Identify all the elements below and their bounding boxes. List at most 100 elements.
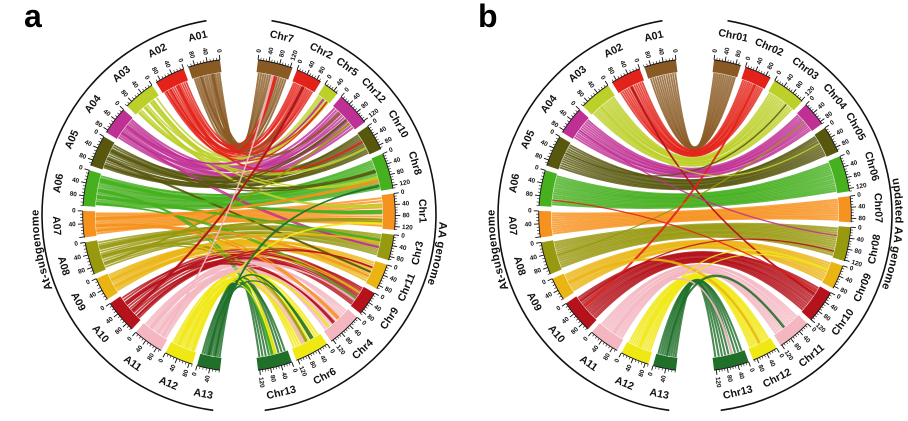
tick bbox=[122, 323, 127, 328]
tick bbox=[161, 76, 164, 79]
tick bbox=[786, 341, 789, 345]
ribbon bbox=[619, 87, 764, 158]
segment-edge-Chr07 bbox=[849, 196, 852, 223]
tick bbox=[844, 259, 850, 262]
tick-label: 40 bbox=[372, 304, 382, 314]
tick-label: 80 bbox=[858, 215, 866, 222]
tick bbox=[765, 71, 769, 76]
tick bbox=[844, 168, 848, 170]
tick bbox=[383, 155, 387, 157]
tick bbox=[345, 98, 348, 101]
tick-label: 0 bbox=[530, 240, 535, 248]
segment-A13 bbox=[197, 353, 222, 370]
tick bbox=[625, 69, 629, 74]
segment-Chr5 bbox=[318, 84, 338, 104]
tick bbox=[179, 67, 181, 70]
tick bbox=[134, 94, 137, 98]
ribbon bbox=[575, 127, 810, 178]
tick-label: 0 bbox=[72, 207, 76, 214]
tick bbox=[748, 361, 751, 367]
tick bbox=[732, 60, 735, 64]
tick bbox=[820, 118, 825, 122]
tick-label: 40 bbox=[307, 60, 317, 70]
tick bbox=[296, 65, 300, 70]
tick bbox=[191, 364, 193, 367]
tick-label: 0 bbox=[829, 119, 836, 127]
tick bbox=[356, 108, 361, 113]
tick bbox=[847, 251, 850, 253]
tick-label: 40 bbox=[378, 125, 388, 135]
tick-label: 40 bbox=[858, 203, 866, 210]
tick-label: 40 bbox=[68, 221, 76, 228]
tick-label: 80 bbox=[525, 191, 533, 199]
segment-A03 bbox=[583, 85, 615, 115]
tick bbox=[361, 311, 367, 315]
tick bbox=[768, 74, 770, 77]
tick-label: 80 bbox=[575, 89, 585, 99]
ribbon bbox=[635, 81, 750, 153]
ribbon bbox=[114, 252, 360, 294]
tick bbox=[826, 128, 829, 131]
tick bbox=[289, 363, 291, 366]
segment-edge-Chr11 bbox=[376, 264, 388, 289]
segment-Chr13 bbox=[256, 350, 292, 370]
tick bbox=[117, 316, 121, 319]
tick bbox=[127, 97, 132, 102]
tick bbox=[761, 356, 764, 359]
tick bbox=[849, 237, 855, 240]
tick-label: 0 bbox=[848, 265, 854, 273]
tick bbox=[565, 305, 568, 308]
tick bbox=[257, 54, 260, 60]
tick bbox=[815, 113, 818, 116]
segment-edge-Chr11 bbox=[780, 323, 808, 347]
segment-edge-Chr6 bbox=[296, 343, 328, 361]
segment-Chr12 bbox=[332, 96, 365, 130]
tick bbox=[181, 361, 184, 364]
segment-A02 bbox=[612, 69, 645, 94]
tick-label: 120 bbox=[402, 224, 414, 232]
ribbon bbox=[560, 234, 834, 267]
tick-label: 80 bbox=[318, 65, 328, 75]
tick bbox=[593, 88, 598, 94]
tick bbox=[185, 362, 187, 365]
tick-label: 0 bbox=[809, 94, 817, 102]
tick bbox=[783, 82, 788, 87]
tick-label: 80 bbox=[187, 50, 196, 59]
tick bbox=[846, 173, 849, 176]
tick bbox=[119, 110, 122, 113]
ribbon bbox=[95, 181, 379, 221]
tick bbox=[538, 254, 544, 257]
ribbon bbox=[578, 129, 838, 237]
ribbon bbox=[103, 123, 351, 265]
tick-label: 40 bbox=[88, 291, 98, 301]
tick bbox=[571, 115, 574, 118]
tick bbox=[726, 368, 729, 373]
tick bbox=[370, 299, 373, 302]
tick-label: 0 bbox=[93, 128, 100, 136]
chromosome-label-Chr11: Chr11 bbox=[395, 272, 418, 304]
tick bbox=[289, 62, 293, 68]
tick-label: 40 bbox=[558, 108, 568, 118]
ribbon bbox=[556, 229, 837, 256]
tick bbox=[824, 301, 830, 306]
tick bbox=[172, 357, 175, 360]
segment-A10 bbox=[566, 296, 597, 329]
tick bbox=[807, 323, 812, 328]
genome-title-right: AA genome bbox=[424, 221, 448, 286]
tick bbox=[647, 364, 649, 367]
tick-label: 40 bbox=[660, 375, 668, 384]
segment-A10 bbox=[110, 296, 141, 329]
tick-layer bbox=[533, 54, 857, 375]
tick bbox=[115, 115, 118, 118]
segment-edge-A06 bbox=[82, 170, 90, 207]
ribbon bbox=[208, 274, 312, 356]
tick bbox=[552, 284, 555, 286]
tick bbox=[613, 75, 617, 81]
tick bbox=[655, 60, 658, 64]
tick bbox=[548, 152, 552, 155]
segment-Chr10 bbox=[801, 286, 831, 320]
tick bbox=[827, 131, 831, 133]
tick-label: 0 bbox=[748, 367, 756, 373]
tick bbox=[82, 254, 88, 257]
tick-label: 80 bbox=[795, 80, 805, 90]
